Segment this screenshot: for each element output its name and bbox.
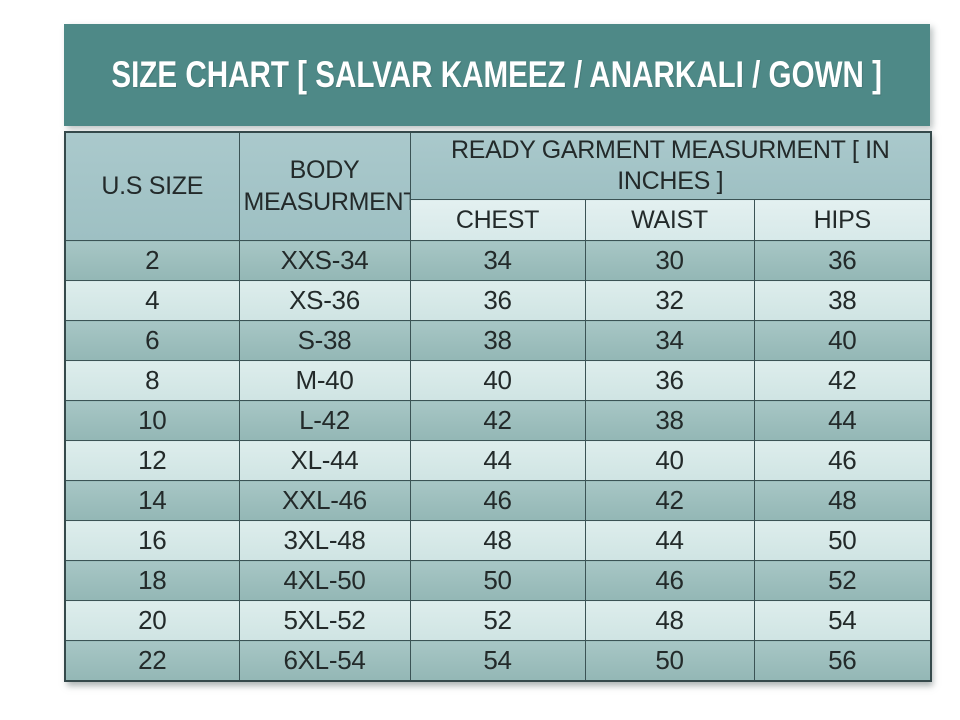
waist-cell: 50 xyxy=(584,640,755,682)
table-row: 12 XL-44 44 40 46 xyxy=(64,440,932,481)
size-rows: 2 XXS-34 34 30 36 4 XS-36 36 32 38 6 S-38 38 34 40 8 M-4… xyxy=(64,240,932,682)
chest-cell: 44 xyxy=(409,440,586,481)
table-row: 14 XXL-46 46 42 48 xyxy=(64,480,932,521)
us-size-cell: 20 xyxy=(64,600,240,641)
waist-cell: 30 xyxy=(584,240,755,281)
waist-cell: 40 xyxy=(584,440,755,481)
table-header-row-sub: CHEST WAIST HIPS xyxy=(65,199,932,241)
hips-cell: 44 xyxy=(753,400,932,441)
table-row: 10 L-42 42 38 44 xyxy=(64,400,932,441)
body-measurement-header: BODY MEASURMENT xyxy=(238,131,411,241)
us-size-cell: 14 xyxy=(64,480,240,521)
hips-cell: 52 xyxy=(753,560,932,601)
size-chart-table-container: U.S SIZE BODY MEASURMENT READY GARMENT M… xyxy=(64,131,933,682)
chest-cell: 46 xyxy=(409,480,586,521)
chest-cell: 54 xyxy=(409,640,586,682)
chest-cell: 40 xyxy=(409,360,586,401)
hips-cell: 36 xyxy=(753,240,932,281)
table-row: 22 6XL-54 54 50 56 xyxy=(64,640,932,682)
waist-cell: 32 xyxy=(584,280,755,321)
table-row: 18 4XL-50 50 46 52 xyxy=(64,560,932,601)
body-measurement-cell: 5XL-52 xyxy=(238,600,411,641)
body-measurement-cell: XXL-46 xyxy=(238,480,411,521)
body-measurement-cell: 6XL-54 xyxy=(238,640,411,682)
us-size-cell: 22 xyxy=(64,640,240,682)
hips-cell: 42 xyxy=(753,360,932,401)
waist-cell: 38 xyxy=(584,400,755,441)
us-size-cell: 8 xyxy=(64,360,240,401)
table-row: 6 S-38 38 34 40 xyxy=(64,320,932,361)
hips-cell: 38 xyxy=(753,280,932,321)
body-measurement-cell: XS-36 xyxy=(238,280,411,321)
waist-cell: 34 xyxy=(584,320,755,361)
table-row: 2 XXS-34 34 30 36 xyxy=(64,240,932,281)
body-measurement-cell: M-40 xyxy=(238,360,411,401)
us-size-cell: 2 xyxy=(64,240,240,281)
waist-cell: 48 xyxy=(584,600,755,641)
hips-cell: 50 xyxy=(753,520,932,561)
hips-cell: 48 xyxy=(753,480,932,521)
waist-cell: 36 xyxy=(584,360,755,401)
table-row: 20 5XL-52 52 48 54 xyxy=(64,600,932,641)
size-chart-table: U.S SIZE BODY MEASURMENT READY GARMENT M… xyxy=(64,131,933,682)
us-size-cell: 10 xyxy=(64,400,240,441)
body-measurement-cell: XL-44 xyxy=(238,440,411,481)
chest-cell: 52 xyxy=(409,600,586,641)
waist-cell: 44 xyxy=(584,520,755,561)
waist-cell: 42 xyxy=(584,480,755,521)
us-size-cell: 12 xyxy=(64,440,240,481)
chest-header: CHEST xyxy=(409,199,586,241)
chest-cell: 48 xyxy=(409,520,586,561)
hips-cell: 54 xyxy=(753,600,932,641)
us-size-cell: 6 xyxy=(64,320,240,361)
us-size-cell: 4 xyxy=(64,280,240,321)
table-row: 4 XS-36 36 32 38 xyxy=(64,280,932,321)
hips-cell: 40 xyxy=(753,320,932,361)
us-size-header: U.S SIZE xyxy=(64,131,240,241)
us-size-cell: 16 xyxy=(64,520,240,561)
chest-cell: 50 xyxy=(409,560,586,601)
ready-garment-header: READY GARMENT MEASURMENT [ IN INCHES ] xyxy=(409,131,932,200)
body-measurement-cell: S-38 xyxy=(238,320,411,361)
table-row: 16 3XL-48 48 44 50 xyxy=(64,520,932,561)
chest-cell: 36 xyxy=(409,280,586,321)
waist-cell: 46 xyxy=(584,560,755,601)
body-measurement-cell: 4XL-50 xyxy=(238,560,411,601)
hips-header: HIPS xyxy=(753,199,932,241)
chest-cell: 42 xyxy=(409,400,586,441)
hips-cell: 56 xyxy=(753,640,932,682)
chart-title: SIZE CHART [ SALVAR KAMEEZ / ANARKALI / … xyxy=(111,54,883,95)
hips-cell: 46 xyxy=(753,440,932,481)
chest-cell: 38 xyxy=(409,320,586,361)
size-chart-title-banner: SIZE CHART [ SALVAR KAMEEZ / ANARKALI / … xyxy=(64,24,930,126)
table-row: 8 M-40 40 36 42 xyxy=(64,360,932,401)
body-measurement-cell: 3XL-48 xyxy=(238,520,411,561)
waist-header: WAIST xyxy=(584,199,755,241)
table-header-row-top: U.S SIZE BODY MEASURMENT READY GARMENT M… xyxy=(64,131,932,241)
body-measurement-cell: L-42 xyxy=(238,400,411,441)
body-measurement-cell: XXS-34 xyxy=(238,240,411,281)
chest-cell: 34 xyxy=(409,240,586,281)
us-size-cell: 18 xyxy=(64,560,240,601)
